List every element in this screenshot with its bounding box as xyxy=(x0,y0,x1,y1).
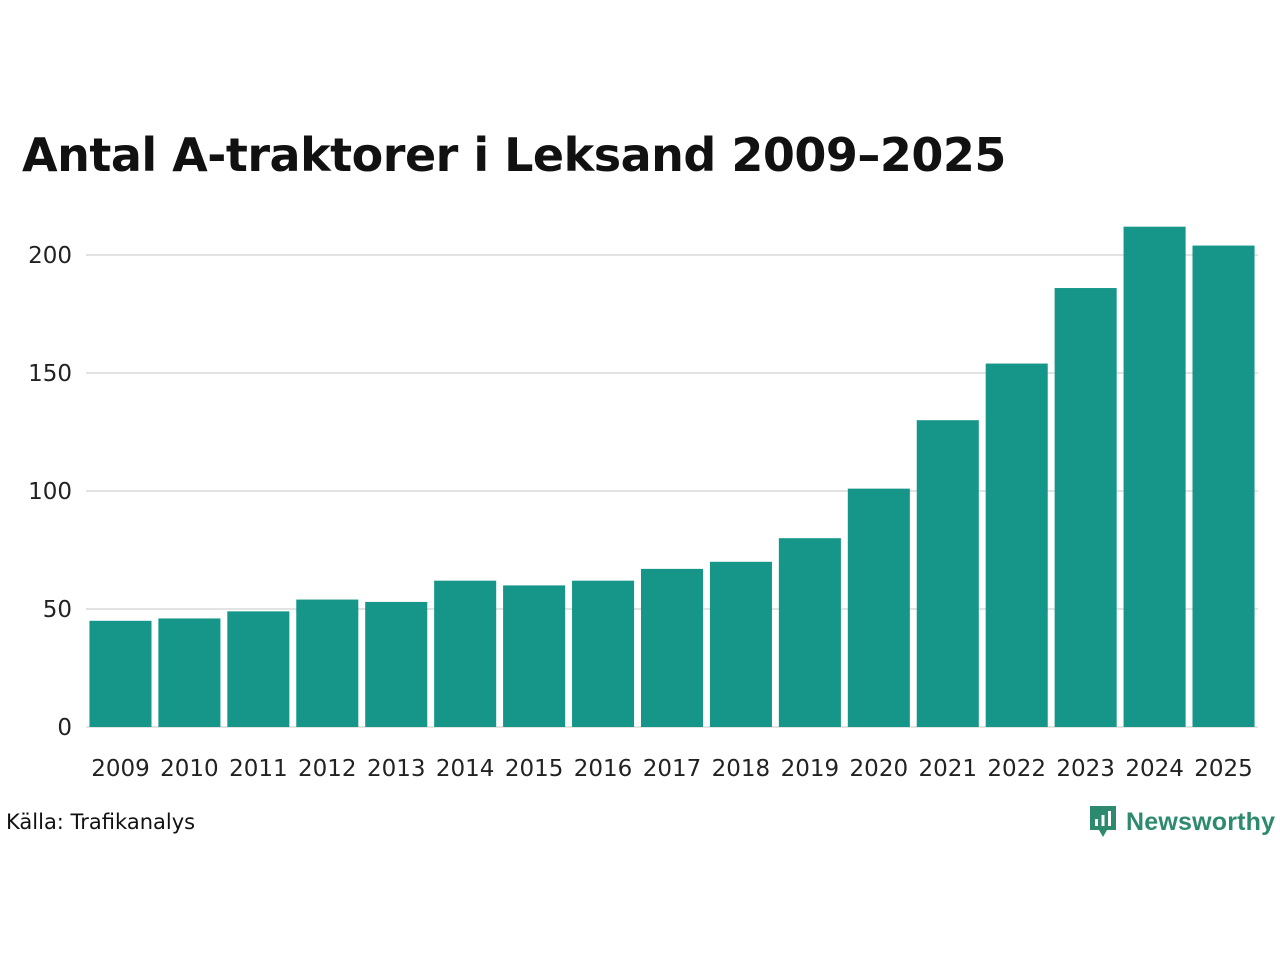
bar-2012 xyxy=(296,599,359,727)
x-tick-label: 2021 xyxy=(918,756,977,782)
bar-2021 xyxy=(916,420,979,727)
chart-title: Antal A-traktorer i Leksand 2009–2025 xyxy=(22,128,1006,182)
bar-2011 xyxy=(227,611,290,727)
bar-2010 xyxy=(158,618,221,727)
x-tick-label: 2011 xyxy=(229,756,288,782)
bar-2009 xyxy=(89,620,152,727)
bar-2023 xyxy=(1054,288,1117,727)
bars xyxy=(89,226,1255,727)
bar-2020 xyxy=(847,488,910,727)
y-tick-label: 100 xyxy=(28,479,72,505)
x-tick-label: 2010 xyxy=(160,756,219,782)
bar-2016 xyxy=(572,580,635,727)
bar-2019 xyxy=(778,538,841,727)
x-tick-label: 2015 xyxy=(505,756,564,782)
bar-2017 xyxy=(640,568,704,727)
bar-2022 xyxy=(985,363,1048,727)
bar-2013 xyxy=(365,601,428,727)
x-tick-label: 2019 xyxy=(781,756,840,782)
x-tick-label: 2020 xyxy=(850,756,909,782)
bar-2018 xyxy=(709,561,772,727)
x-tick-label: 2023 xyxy=(1056,756,1115,782)
x-tick-label: 2017 xyxy=(643,756,702,782)
x-tick-label: 2025 xyxy=(1194,756,1253,782)
x-axis-ticks: 2009 2010 2011 2012 2013 2014 2015 2016 2017 2018… xyxy=(91,756,1253,782)
x-tick-label: 2012 xyxy=(298,756,357,782)
y-axis-ticks: 0 50 100 150 200 xyxy=(28,243,72,741)
y-tick-label: 50 xyxy=(43,597,72,623)
brand[interactable]: Newsworthy xyxy=(1088,804,1275,840)
x-tick-label: 2018 xyxy=(712,756,771,782)
y-tick-label: 0 xyxy=(57,715,72,741)
bar-2024 xyxy=(1123,226,1186,727)
x-tick-label: 2013 xyxy=(367,756,426,782)
y-tick-label: 150 xyxy=(28,361,72,387)
bar-2015 xyxy=(503,585,566,727)
brand-name: Newsworthy xyxy=(1126,807,1276,836)
x-tick-label: 2009 xyxy=(91,756,150,782)
x-tick-label: 2016 xyxy=(574,756,633,782)
x-tick-label: 2024 xyxy=(1125,756,1184,782)
y-tick-label: 200 xyxy=(28,243,72,269)
source-note: Källa: Trafikanalys xyxy=(6,810,196,834)
bar-2025 xyxy=(1192,245,1255,727)
x-tick-label: 2014 xyxy=(436,756,495,782)
newsworthy-logo-icon xyxy=(1090,806,1116,837)
x-tick-label: 2022 xyxy=(987,756,1046,782)
bar-2014 xyxy=(434,580,497,727)
